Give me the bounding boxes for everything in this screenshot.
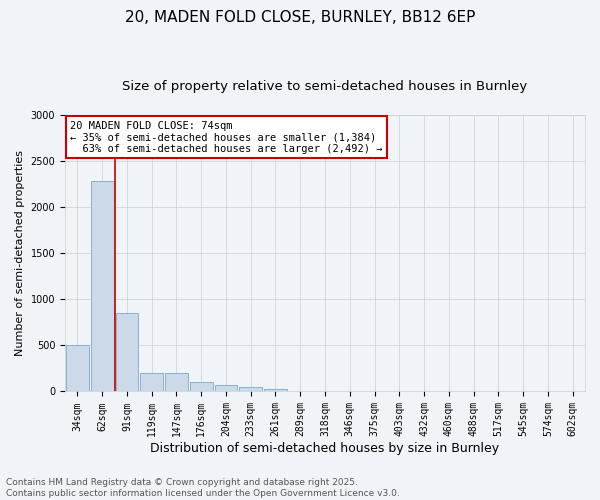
Bar	[91, 182, 113, 392]
Bar	[140, 373, 163, 392]
Bar	[264, 389, 287, 392]
Text: 20 MADEN FOLD CLOSE: 74sqm
← 35% of semi-detached houses are smaller (1,384)
  6: 20 MADEN FOLD CLOSE: 74sqm ← 35% of semi…	[70, 120, 383, 154]
Y-axis label: Number of semi-detached properties: Number of semi-detached properties	[15, 150, 25, 356]
Bar	[66, 346, 89, 392]
Bar	[190, 382, 212, 392]
Title: Size of property relative to semi-detached houses in Burnley: Size of property relative to semi-detach…	[122, 80, 527, 93]
X-axis label: Distribution of semi-detached houses by size in Burnley: Distribution of semi-detached houses by …	[151, 442, 500, 455]
Bar	[239, 388, 262, 392]
Text: Contains HM Land Registry data © Crown copyright and database right 2025.
Contai: Contains HM Land Registry data © Crown c…	[6, 478, 400, 498]
Bar	[215, 386, 238, 392]
Bar	[165, 373, 188, 392]
Bar	[116, 313, 139, 392]
Text: 20, MADEN FOLD CLOSE, BURNLEY, BB12 6EP: 20, MADEN FOLD CLOSE, BURNLEY, BB12 6EP	[125, 10, 475, 25]
